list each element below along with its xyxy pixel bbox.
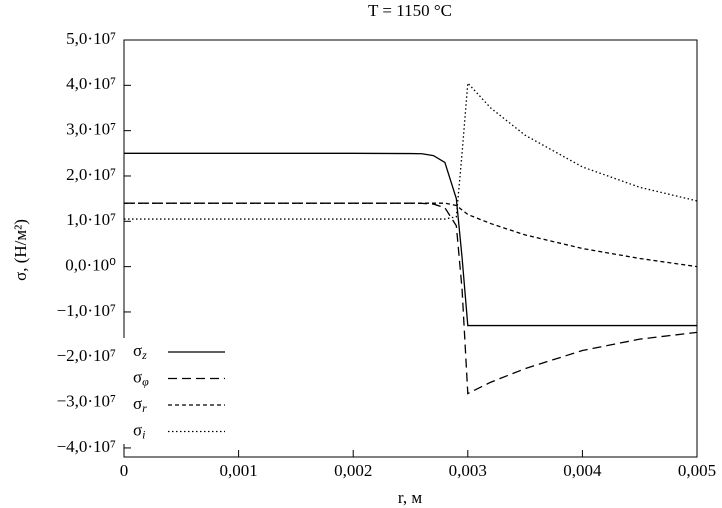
y-axis-label: σ, (Н/м²) (11, 219, 30, 281)
x-tick-label: 0,002 (334, 461, 372, 480)
y-tick-label: 1,0·10⁷ (66, 210, 116, 229)
x-tick-label: 0,004 (563, 461, 602, 480)
x-tick-label: 0 (120, 461, 129, 480)
y-tick-label: −2,0·10⁷ (57, 346, 116, 365)
x-tick-label: 0,003 (449, 461, 487, 480)
x-tick-label: 0,001 (219, 461, 257, 480)
x-axis-label: r, м (398, 488, 422, 507)
y-tick-label: −4,0·10⁷ (57, 437, 116, 456)
line-series (124, 81, 698, 220)
legend-box (116, 338, 228, 444)
x-tick-label: 0,005 (678, 461, 716, 480)
line-series (124, 202, 698, 268)
line-series (124, 202, 698, 395)
chart-title: T = 1150 °C (368, 1, 452, 20)
y-tick-label: 2,0·10⁷ (66, 165, 116, 184)
y-tick-label: 5,0·10⁷ (66, 29, 116, 48)
y-tick-label: 0,0·10⁰ (65, 256, 116, 275)
plot-frame (123, 39, 698, 458)
y-tick-label: −1,0·10⁷ (57, 301, 116, 320)
y-tick-label: 4,0·10⁷ (66, 74, 116, 93)
y-tick-label: 3,0·10⁷ (66, 120, 116, 139)
line-series (124, 152, 697, 327)
y-tick-label: −3,0·10⁷ (57, 392, 116, 411)
